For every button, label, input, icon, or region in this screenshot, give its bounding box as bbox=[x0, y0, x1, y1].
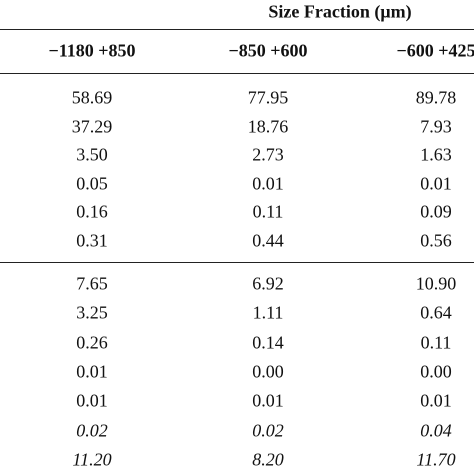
cell: 0.01 bbox=[76, 390, 108, 411]
rule bbox=[0, 73, 474, 74]
cell: 0.04 bbox=[420, 420, 452, 440]
cell: 0.05 bbox=[76, 173, 108, 194]
cell: 0.01 bbox=[420, 390, 452, 411]
cell: 0.01 bbox=[252, 390, 284, 411]
cell: 3.25 bbox=[76, 302, 108, 323]
cell: 11.70 bbox=[416, 449, 456, 470]
cell: 89.78 bbox=[415, 87, 457, 108]
cell: 0.26 bbox=[76, 332, 108, 353]
cell: 0.01 bbox=[420, 173, 452, 194]
cell: 7.65 bbox=[76, 273, 108, 294]
cell: 0.14 bbox=[252, 332, 284, 353]
cell: 1.63 bbox=[420, 144, 452, 165]
column-header: −600 +425 bbox=[396, 40, 474, 61]
cell: 0.56 bbox=[420, 230, 452, 251]
cell: 0.01 bbox=[252, 173, 284, 194]
cell: 7.93 bbox=[420, 116, 452, 137]
cell: 2.73 bbox=[252, 144, 284, 165]
cell: 0.64 bbox=[420, 302, 452, 323]
cell: 0.02 bbox=[76, 420, 108, 440]
cell: 0.02 bbox=[252, 420, 284, 440]
cell: 3.50 bbox=[76, 144, 108, 165]
cell: 0.11 bbox=[420, 332, 452, 353]
cell: 1.11 bbox=[252, 302, 284, 323]
cell: 0.44 bbox=[252, 230, 284, 251]
cell: 10.90 bbox=[415, 273, 457, 294]
rule bbox=[0, 29, 474, 30]
cell: 0.11 bbox=[252, 201, 284, 222]
column-header: −1180 +850 bbox=[48, 40, 136, 61]
table-title: Size Fraction (μm) bbox=[268, 1, 412, 22]
cell: 0.16 bbox=[76, 201, 108, 222]
cell: 0.31 bbox=[76, 230, 108, 251]
rule bbox=[0, 262, 474, 263]
column-header: −850 +600 bbox=[228, 40, 308, 61]
cell: 11.20 bbox=[72, 449, 112, 470]
cell: 18.76 bbox=[247, 116, 289, 137]
cell: 8.20 bbox=[252, 449, 284, 470]
cell: 0.00 bbox=[420, 361, 452, 382]
cell: 0.09 bbox=[420, 201, 452, 222]
cell: 0.00 bbox=[252, 361, 284, 382]
cell: 37.29 bbox=[71, 116, 113, 137]
cell: 0.01 bbox=[76, 361, 108, 382]
cell: 58.69 bbox=[71, 87, 113, 108]
cell: 77.95 bbox=[247, 87, 289, 108]
cell: 6.92 bbox=[252, 273, 284, 294]
